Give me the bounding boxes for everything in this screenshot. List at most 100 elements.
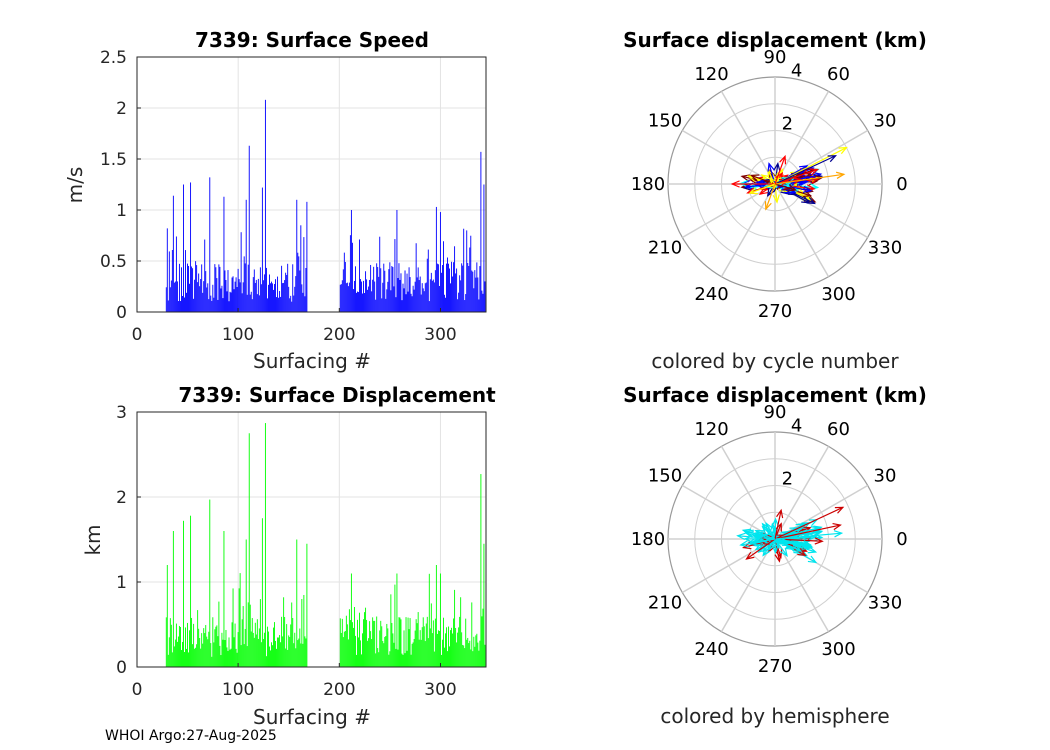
bar bbox=[206, 636, 208, 667]
polar-angle-label: 300 bbox=[821, 284, 855, 305]
bar bbox=[433, 282, 435, 312]
bar bbox=[201, 264, 203, 312]
bar bbox=[296, 539, 298, 667]
bar bbox=[350, 573, 352, 667]
bar bbox=[293, 295, 295, 312]
bar bbox=[384, 270, 386, 312]
bar bbox=[205, 625, 207, 667]
bar bbox=[381, 626, 383, 667]
bar bbox=[367, 289, 369, 312]
bar bbox=[435, 206, 437, 312]
bar bbox=[221, 285, 223, 312]
bar bbox=[284, 617, 286, 667]
bar bbox=[369, 279, 371, 312]
bar bbox=[391, 266, 393, 312]
bar bbox=[343, 631, 345, 667]
bar bbox=[256, 619, 258, 667]
bar bbox=[173, 646, 175, 667]
bar bbox=[223, 531, 225, 667]
bar bbox=[475, 635, 477, 667]
bar bbox=[243, 644, 245, 667]
polar-angle-label: 240 bbox=[694, 639, 728, 660]
polar-spoke bbox=[681, 129, 776, 185]
bar bbox=[388, 654, 390, 667]
polar-angle-label: 150 bbox=[648, 111, 682, 132]
bar bbox=[451, 627, 453, 667]
displacement-vector bbox=[762, 526, 776, 540]
bar bbox=[479, 640, 481, 667]
bar bbox=[449, 268, 450, 312]
displacement-vector-head bbox=[835, 171, 846, 179]
bar bbox=[386, 623, 388, 667]
bar bbox=[233, 289, 235, 312]
bar bbox=[351, 622, 353, 667]
bar bbox=[272, 645, 273, 667]
bar bbox=[233, 637, 235, 667]
bar bbox=[480, 151, 482, 312]
bar bbox=[170, 624, 172, 667]
bar bbox=[421, 283, 423, 312]
bar bbox=[407, 291, 409, 312]
displacement-vector bbox=[765, 183, 776, 210]
bar bbox=[399, 279, 401, 312]
bar bbox=[214, 629, 216, 667]
bar bbox=[471, 602, 473, 667]
bar bbox=[216, 625, 218, 667]
polar-angle-label: 180 bbox=[631, 174, 665, 195]
bar bbox=[291, 602, 293, 667]
bar bbox=[411, 643, 413, 667]
displacement-vector-head bbox=[827, 155, 838, 163]
bar bbox=[359, 239, 360, 312]
bar bbox=[281, 265, 283, 312]
bar bbox=[402, 283, 404, 312]
bar bbox=[281, 616, 283, 667]
bar bbox=[440, 272, 442, 312]
bar bbox=[270, 283, 271, 312]
speed-chart-title: 7339: Surface Speed bbox=[195, 28, 429, 52]
bar bbox=[199, 286, 201, 312]
bar bbox=[395, 297, 397, 312]
bar bbox=[439, 573, 441, 667]
bar bbox=[374, 620, 376, 667]
bar bbox=[178, 625, 180, 667]
bar bbox=[425, 282, 427, 312]
bar bbox=[380, 268, 382, 312]
x-tick-label: 100 bbox=[222, 325, 254, 345]
y-tick-label: 2 bbox=[116, 99, 127, 119]
displacement-vector-head bbox=[792, 544, 803, 552]
bar bbox=[199, 638, 201, 667]
polar-angle-label: 90 bbox=[764, 47, 787, 68]
bar bbox=[203, 628, 205, 667]
displacement-vector bbox=[740, 538, 776, 546]
y-tick-label: 1.5 bbox=[100, 150, 127, 170]
bar bbox=[210, 643, 212, 667]
bar bbox=[167, 300, 169, 312]
bar bbox=[237, 268, 239, 312]
bar bbox=[269, 274, 270, 312]
bar bbox=[465, 294, 467, 312]
bar bbox=[347, 286, 349, 312]
displacement-vector bbox=[737, 535, 776, 540]
bar bbox=[467, 262, 469, 312]
polar-spoke bbox=[774, 90, 830, 185]
bar bbox=[466, 639, 468, 667]
bar bbox=[178, 263, 180, 312]
bar bbox=[482, 293, 484, 312]
polar-radius-label: 2 bbox=[782, 468, 793, 489]
bar bbox=[429, 279, 431, 312]
bar bbox=[423, 291, 425, 312]
bar bbox=[402, 654, 404, 667]
bar bbox=[375, 653, 377, 667]
bar bbox=[345, 283, 347, 312]
bar bbox=[192, 268, 194, 312]
bar bbox=[299, 270, 301, 312]
displacement-vector-head bbox=[761, 525, 771, 535]
bar bbox=[244, 629, 246, 667]
bar bbox=[184, 652, 185, 667]
bar bbox=[295, 276, 297, 312]
bar bbox=[245, 199, 247, 312]
bar bbox=[285, 272, 287, 312]
polar-spoke bbox=[774, 484, 869, 540]
bar bbox=[465, 618, 467, 667]
polar-angle-label: 240 bbox=[694, 284, 728, 305]
